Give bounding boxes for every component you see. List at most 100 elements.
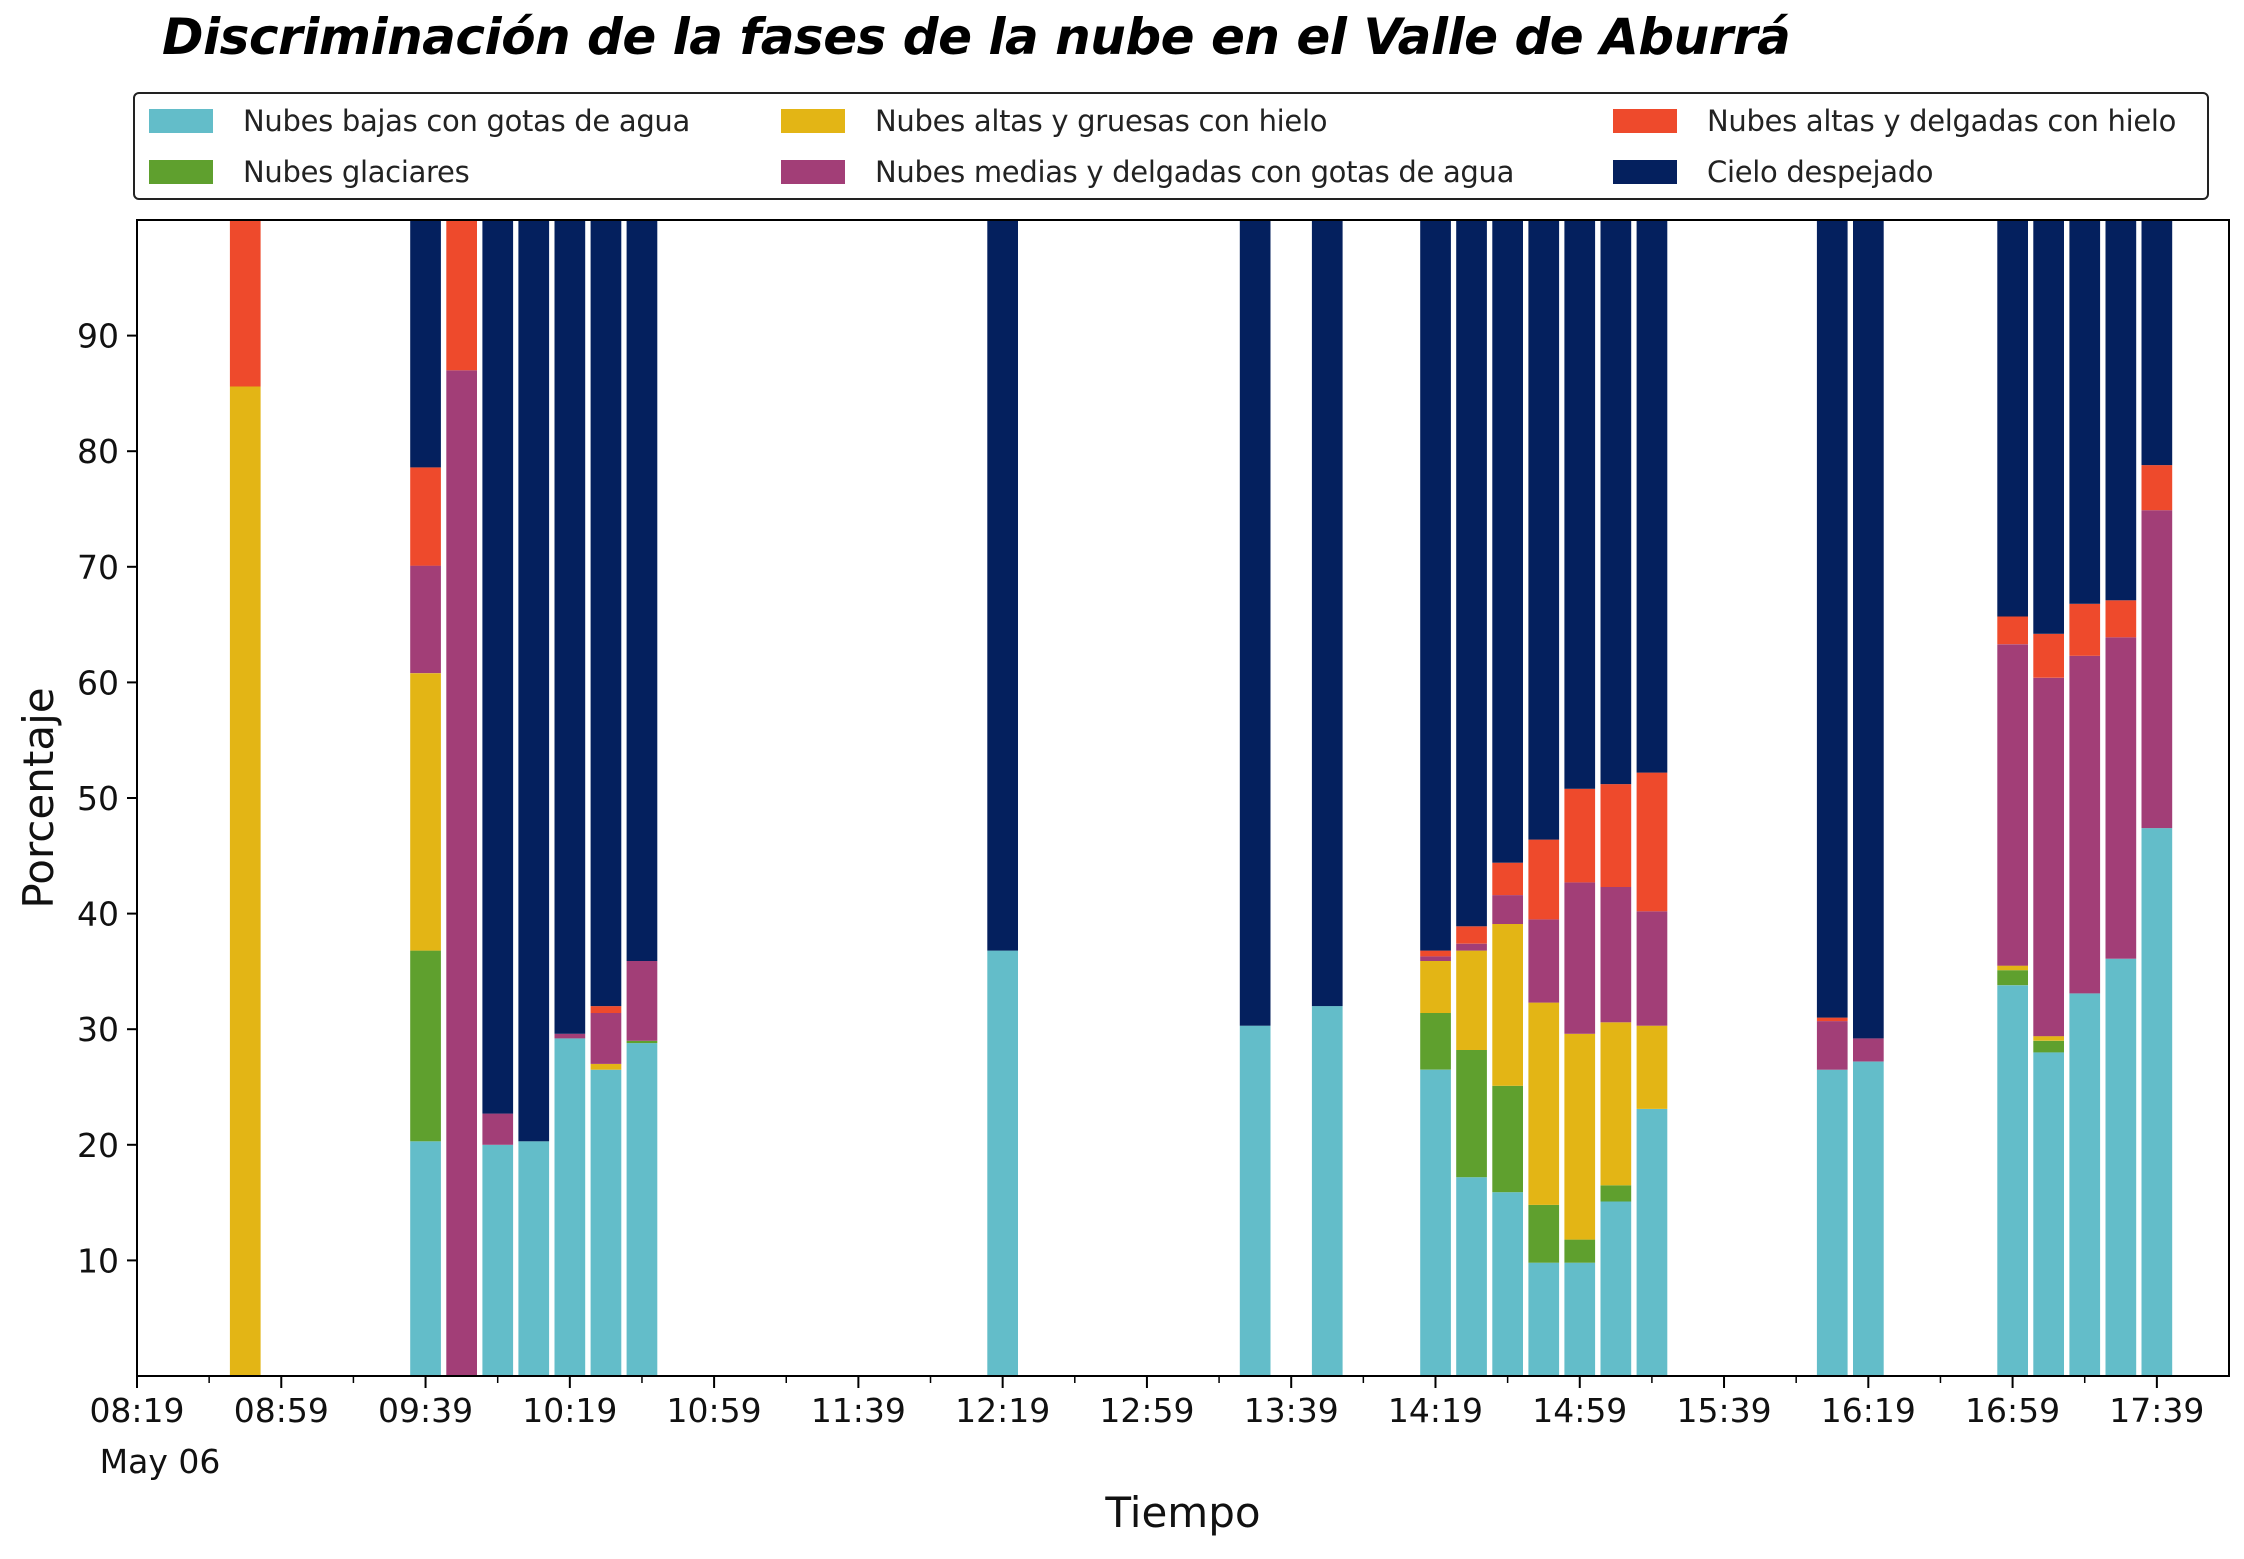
bar-nubes-medias-y-delgadas-con-gotas-de-agua-1029 xyxy=(590,1013,622,1064)
bar-nubes-bajas-con-gotas-de-agua-1419 xyxy=(1420,1069,1451,1376)
bar-nubes-altas-y-delgadas-con-hielo-1739 xyxy=(2141,465,2173,511)
bar-cielo-despejado-1659 xyxy=(1997,220,2028,617)
bar-nubes-glaciares-1659 xyxy=(1997,970,2028,986)
x-tick-label-0859: 08:59 xyxy=(234,1391,329,1430)
legend-entry-nubes-altas-gruesas: Nubes altas y gruesas con hielo xyxy=(781,101,1327,141)
bar-nubes-bajas-con-gotas-de-agua-1039 xyxy=(626,1043,658,1376)
bar-nubes-bajas-con-gotas-de-agua-1709 xyxy=(2033,1052,2064,1376)
bar-nubes-bajas-con-gotas-de-agua-1439 xyxy=(1492,1192,1523,1376)
bar-cielo-despejado-1709 xyxy=(2033,220,2064,634)
bar-nubes-altas-y-delgadas-con-hielo-1659 xyxy=(1997,616,2028,645)
bar-nubes-altas-y-gruesas-con-hielo-1519 xyxy=(1636,1025,1668,1109)
bar-cielo-despejado-1429 xyxy=(1456,220,1487,927)
y-axis: 10 20 30 40 50 60 70 80 90 xyxy=(77,317,137,1280)
legend-label-nubes-glaciares: Nubes glaciares xyxy=(243,155,470,189)
bar-cielo-despejado-1739 xyxy=(2141,220,2173,466)
bar-cielo-despejado-1719 xyxy=(2069,220,2101,604)
bar-nubes-medias-y-delgadas-con-gotas-de-agua-1619 xyxy=(1853,1038,1884,1062)
bar-nubes-medias-y-delgadas-con-gotas-de-agua-1429 xyxy=(1456,943,1487,951)
bar-nubes-altas-y-gruesas-con-hielo-0939 xyxy=(410,673,441,951)
legend-swatch-nubes-bajas xyxy=(149,109,213,133)
legend-label-cielo-despejado: Cielo despejado xyxy=(1707,155,1934,189)
bar-nubes-glaciares-1459 xyxy=(1564,1239,1596,1263)
legend-entry-nubes-altas-delgadas: Nubes altas y delgadas con hielo xyxy=(1613,101,2176,141)
x-tick-label-1139: 11:39 xyxy=(811,1391,906,1430)
legend-swatch-nubes-medias xyxy=(781,160,845,184)
y-axis-label: Porcentaje xyxy=(14,687,63,908)
x-axis: 08:19 08:59 09:39 10:19 10:59 11:39 12:19 12:59… xyxy=(89,1376,2204,1430)
legend-label-nubes-altas-gruesas: Nubes altas y gruesas con hielo xyxy=(875,104,1328,138)
x-tick-label-1419: 14:19 xyxy=(1388,1391,1483,1430)
chart-title: Discriminación de la fases de la nube en… xyxy=(162,8,1791,66)
bar-nubes-bajas-con-gotas-de-agua-1719 xyxy=(2069,993,2101,1376)
bar-nubes-bajas-con-gotas-de-agua-1659 xyxy=(1997,985,2028,1376)
bar-cielo-despejado-1029 xyxy=(590,220,622,1007)
x-tick-label-1339: 13:39 xyxy=(1244,1391,1339,1430)
bar-cielo-despejado-0939 xyxy=(410,220,441,468)
bar-nubes-altas-y-delgadas-con-hielo-1609 xyxy=(1816,1017,1848,1022)
legend-entry-nubes-bajas: Nubes bajas con gotas de agua xyxy=(149,101,690,141)
legend-swatch-nubes-altas-delgadas xyxy=(1613,109,1677,133)
bar-nubes-altas-y-delgadas-con-hielo-1429 xyxy=(1456,926,1487,944)
bar-cielo-despejado-1459 xyxy=(1564,220,1596,789)
bar-nubes-altas-y-gruesas-con-hielo-1709 xyxy=(2033,1036,2064,1041)
legend-entry-cielo-despejado: Cielo despejado xyxy=(1613,152,1934,192)
bar-cielo-despejado-1419 xyxy=(1420,220,1451,951)
x-tick-label-0819: 08:19 xyxy=(89,1391,184,1430)
bar-cielo-despejado-1619 xyxy=(1853,220,1884,1039)
bar-nubes-bajas-con-gotas-de-agua-1459 xyxy=(1564,1262,1596,1376)
bar-nubes-altas-y-gruesas-con-hielo-1429 xyxy=(1456,950,1487,1050)
bar-nubes-bajas-con-gotas-de-agua-1519 xyxy=(1636,1109,1668,1376)
bar-cielo-despejado-1329 xyxy=(1239,220,1271,1026)
y-tick-label-70: 70 xyxy=(77,548,119,587)
bar-nubes-altas-y-gruesas-con-hielo-1439 xyxy=(1492,924,1523,1086)
y-tick-label-60: 60 xyxy=(77,663,119,702)
bar-nubes-medias-y-delgadas-con-gotas-de-agua-1519 xyxy=(1636,911,1668,1026)
bar-nubes-altas-y-delgadas-con-hielo-1459 xyxy=(1564,788,1596,883)
bar-nubes-altas-y-delgadas-con-hielo-1519 xyxy=(1636,772,1668,912)
bar-nubes-altas-y-delgadas-con-hielo-0939 xyxy=(410,467,441,566)
legend-entry-nubes-glaciares: Nubes glaciares xyxy=(149,152,470,192)
x-tick-label-1539: 15:39 xyxy=(1676,1391,1771,1430)
bar-nubes-altas-y-delgadas-con-hielo-1419 xyxy=(1420,950,1451,957)
x-axis-label: Tiempo xyxy=(1104,1488,1260,1537)
bar-cielo-despejado-0959 xyxy=(482,220,514,1114)
bar-nubes-glaciares-1449 xyxy=(1528,1204,1560,1263)
x-tick-label-1659: 16:59 xyxy=(1965,1391,2060,1430)
bar-nubes-glaciares-0939 xyxy=(410,950,441,1142)
bar-nubes-bajas-con-gotas-de-agua-1029 xyxy=(590,1069,622,1376)
legend-label-nubes-altas-delgadas: Nubes altas y delgadas con hielo xyxy=(1707,104,2177,138)
bar-nubes-altas-y-gruesas-con-hielo-1459 xyxy=(1564,1033,1596,1240)
x-tick-label-1219: 12:19 xyxy=(955,1391,1050,1430)
bar-nubes-bajas-con-gotas-de-agua-1219 xyxy=(987,950,1018,1376)
bar-nubes-altas-y-delgadas-con-hielo-0849 xyxy=(229,220,261,387)
bar-nubes-medias-y-delgadas-con-gotas-de-agua-1609 xyxy=(1816,1021,1848,1070)
bar-nubes-bajas-con-gotas-de-agua-1729 xyxy=(2105,958,2137,1376)
bar-nubes-altas-y-delgadas-con-hielo-1029 xyxy=(590,1006,622,1013)
bar-nubes-bajas-con-gotas-de-agua-1619 xyxy=(1853,1061,1884,1376)
legend-entry-nubes-medias: Nubes medias y delgadas con gotas de agu… xyxy=(781,152,1514,192)
bar-nubes-bajas-con-gotas-de-agua-1609 xyxy=(1816,1069,1848,1376)
bar-nubes-medias-y-delgadas-con-gotas-de-agua-1449 xyxy=(1528,919,1560,1003)
bar-nubes-bajas-con-gotas-de-agua-0939 xyxy=(410,1141,441,1376)
bar-nubes-altas-y-gruesas-con-hielo-1659 xyxy=(1997,965,2028,971)
bar-nubes-medias-y-delgadas-con-gotas-de-agua-1739 xyxy=(2141,510,2173,829)
bar-cielo-despejado-1349 xyxy=(1311,220,1343,1007)
bar-cielo-despejado-1439 xyxy=(1492,220,1523,863)
bar-cielo-despejado-1019 xyxy=(554,220,586,1034)
bar-nubes-medias-y-delgadas-con-gotas-de-agua-1509 xyxy=(1600,887,1632,1023)
bar-nubes-medias-y-delgadas-con-gotas-de-agua-0949 xyxy=(446,370,477,1376)
bar-nubes-medias-y-delgadas-con-gotas-de-agua-1729 xyxy=(2105,637,2137,959)
bar-nubes-altas-y-gruesas-con-hielo-1509 xyxy=(1600,1022,1632,1186)
bar-nubes-altas-y-gruesas-con-hielo-0849 xyxy=(229,386,261,1376)
bar-nubes-medias-y-delgadas-con-gotas-de-agua-1439 xyxy=(1492,895,1523,924)
bar-nubes-glaciares-1429 xyxy=(1456,1050,1487,1178)
bar-nubes-altas-y-gruesas-con-hielo-1419 xyxy=(1420,961,1451,1013)
bar-nubes-glaciares-1419 xyxy=(1420,1013,1451,1070)
bar-nubes-altas-y-delgadas-con-hielo-1439 xyxy=(1492,862,1523,896)
bar-nubes-altas-y-delgadas-con-hielo-1509 xyxy=(1600,784,1632,887)
bar-nubes-altas-y-delgadas-con-hielo-0949 xyxy=(446,220,477,371)
bar-nubes-altas-y-gruesas-con-hielo-1449 xyxy=(1528,1002,1560,1205)
bar-cielo-despejado-1219 xyxy=(987,220,1018,951)
x-date-label: May 06 xyxy=(100,1442,221,1481)
